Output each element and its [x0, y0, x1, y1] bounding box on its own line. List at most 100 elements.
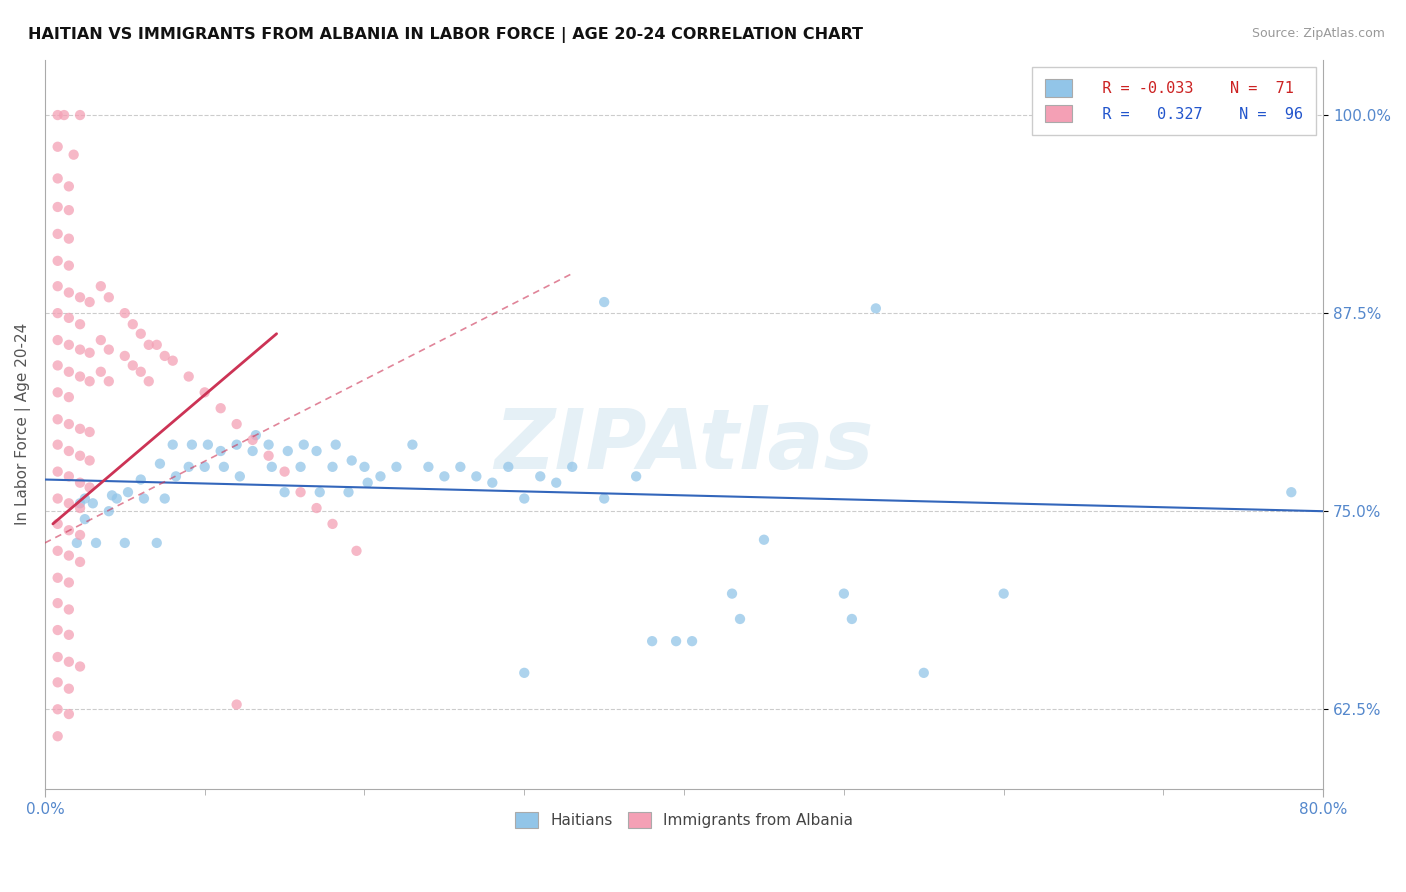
Point — [465, 469, 488, 483]
Point — [624, 469, 647, 483]
Point — [46, 675, 69, 690]
Point — [69, 108, 91, 122]
Point — [177, 459, 200, 474]
Point — [308, 485, 330, 500]
Point — [46, 140, 69, 154]
Point — [46, 359, 69, 373]
Point — [114, 536, 136, 550]
Point — [46, 385, 69, 400]
Point — [46, 412, 69, 426]
Point — [194, 459, 217, 474]
Point — [97, 504, 120, 518]
Point — [197, 438, 219, 452]
Point — [46, 571, 69, 585]
Point — [58, 444, 80, 458]
Point — [46, 491, 69, 506]
Point — [90, 333, 112, 347]
Point — [257, 438, 280, 452]
Text: ZIPAtlas: ZIPAtlas — [495, 406, 873, 486]
Point — [117, 485, 139, 500]
Point — [69, 496, 91, 510]
Point — [46, 253, 69, 268]
Point — [69, 422, 91, 436]
Point — [129, 473, 152, 487]
Point — [546, 475, 568, 490]
Point — [145, 536, 167, 550]
Point — [498, 459, 520, 474]
Point — [121, 317, 143, 331]
Point — [138, 338, 160, 352]
Point — [58, 232, 80, 246]
Point — [58, 628, 80, 642]
Legend: Haitians, Immigrants from Albania: Haitians, Immigrants from Albania — [508, 805, 860, 836]
Point — [242, 433, 264, 447]
Point — [73, 491, 96, 506]
Point — [245, 428, 267, 442]
Point — [129, 365, 152, 379]
Point — [292, 438, 315, 452]
Point — [69, 369, 91, 384]
Point — [79, 425, 101, 439]
Point — [162, 353, 184, 368]
Point — [322, 516, 344, 531]
Point — [593, 491, 616, 506]
Point — [433, 469, 456, 483]
Point — [58, 417, 80, 431]
Point — [66, 536, 89, 550]
Point — [340, 453, 363, 467]
Point — [69, 659, 91, 673]
Point — [728, 612, 751, 626]
Point — [209, 444, 232, 458]
Point — [82, 496, 104, 510]
Point — [752, 533, 775, 547]
Point — [800, 792, 823, 806]
Point — [58, 203, 80, 218]
Point — [97, 374, 120, 388]
Point — [114, 306, 136, 320]
Y-axis label: In Labor Force | Age 20-24: In Labor Force | Age 20-24 — [15, 323, 31, 525]
Point — [46, 438, 69, 452]
Point — [46, 465, 69, 479]
Point — [561, 459, 583, 474]
Point — [153, 491, 176, 506]
Point — [322, 459, 344, 474]
Point — [385, 459, 408, 474]
Point — [79, 345, 101, 359]
Point — [225, 698, 247, 712]
Point — [46, 200, 69, 214]
Point — [513, 665, 536, 680]
Point — [418, 459, 440, 474]
Point — [46, 596, 69, 610]
Point — [58, 338, 80, 352]
Text: HAITIAN VS IMMIGRANTS FROM ALBANIA IN LABOR FORCE | AGE 20-24 CORRELATION CHART: HAITIAN VS IMMIGRANTS FROM ALBANIA IN LA… — [28, 27, 863, 43]
Point — [149, 457, 172, 471]
Point — [481, 475, 503, 490]
Point — [69, 290, 91, 304]
Point — [449, 459, 471, 474]
Point — [225, 417, 247, 431]
Point — [912, 665, 935, 680]
Point — [993, 586, 1015, 600]
Point — [46, 544, 69, 558]
Point — [1279, 485, 1302, 500]
Point — [114, 349, 136, 363]
Point — [180, 438, 202, 452]
Point — [79, 480, 101, 494]
Point — [46, 516, 69, 531]
Point — [46, 702, 69, 716]
Point — [79, 374, 101, 388]
Point — [145, 338, 167, 352]
Point — [90, 279, 112, 293]
Point — [401, 438, 423, 452]
Point — [346, 544, 368, 558]
Point — [165, 469, 187, 483]
Point — [529, 469, 551, 483]
Point — [84, 536, 107, 550]
Point — [273, 485, 295, 500]
Point — [153, 349, 176, 363]
Point — [138, 374, 160, 388]
Point — [58, 681, 80, 696]
Point — [513, 491, 536, 506]
Point — [101, 488, 124, 502]
Point — [593, 295, 616, 310]
